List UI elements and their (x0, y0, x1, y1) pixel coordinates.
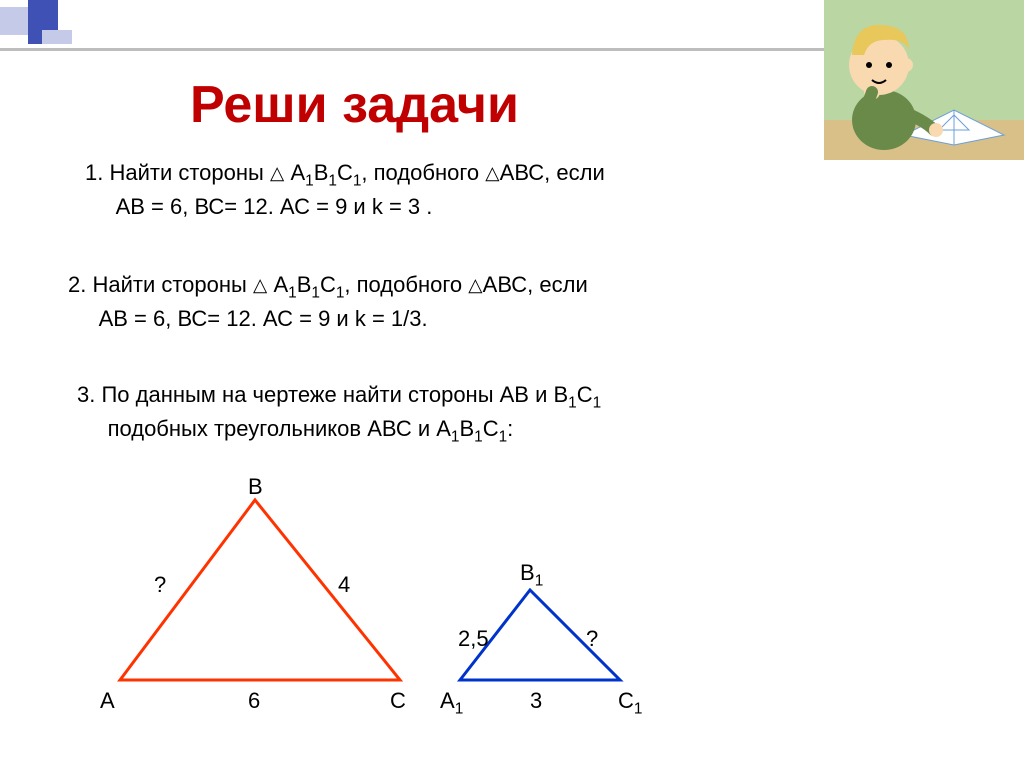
triangle-icon: △ (253, 272, 267, 298)
text: подобных треугольников АВС и А (108, 416, 451, 441)
text: С (483, 416, 499, 441)
text: АВ = 6, ВС= 12. АС = 9 и k = 1/3. (99, 306, 428, 331)
text: А (290, 160, 305, 185)
student-clipart (824, 0, 1024, 160)
text: 3. По данным на чертеже найти стороны АВ… (77, 382, 568, 407)
text: , подобного (344, 272, 468, 297)
text: С (320, 272, 336, 297)
vertex-label-b1: В1 (520, 560, 543, 590)
text: С (337, 160, 353, 185)
text: В (459, 416, 474, 441)
corner-decoration (0, 0, 150, 50)
text: С (577, 382, 593, 407)
deco-sq (28, 0, 58, 30)
triangle-icon: △ (270, 160, 284, 186)
sub: 1 (311, 284, 320, 301)
clipart-eye (886, 62, 892, 68)
sub: 1 (328, 172, 337, 189)
text: : (507, 416, 513, 441)
side-label-a1c1: 3 (530, 688, 542, 714)
deco-sq (42, 30, 72, 44)
side-label-b1c1: ? (586, 626, 598, 652)
sub: 1 (568, 394, 577, 411)
sub: 1 (499, 428, 508, 445)
deco-sq (0, 7, 28, 35)
text: А (273, 272, 288, 297)
clipart-ear (899, 58, 913, 72)
sub: 1 (474, 428, 483, 445)
sub: 1 (593, 394, 602, 411)
clipart-hand (929, 123, 943, 137)
text: 1. Найти стороны (85, 160, 270, 185)
side-label-ac: 6 (248, 688, 260, 714)
text: , подобного (361, 160, 485, 185)
vertex-label-c: С (390, 688, 406, 714)
sub: 1 (305, 172, 314, 189)
triangles-svg (80, 460, 680, 740)
triangle-icon: △ (468, 272, 482, 298)
text: АВ = 6, ВС= 12. АС = 9 и k = 3 . (116, 194, 433, 219)
text: АВС, если (483, 272, 588, 297)
text: В (297, 272, 312, 297)
vertex-label-a: А (100, 688, 115, 714)
side-label-bc: 4 (338, 572, 350, 598)
sub: 1 (288, 284, 297, 301)
problem-3: 3. По данным на чертеже найти стороны АВ… (77, 380, 797, 448)
deco-sq (28, 30, 42, 44)
side-label-ab: ? (154, 572, 166, 598)
text: В (314, 160, 329, 185)
vertex-label-b: В (248, 474, 263, 500)
page-title: Реши задачи (190, 75, 519, 135)
triangle-icon: △ (485, 160, 499, 186)
vertex-label-a1: А1 (440, 688, 463, 718)
problem-1: 1. Найти стороны △ А1В1С1, подобного △АВ… (85, 158, 805, 223)
side-label-a1b1: 2,5 (458, 626, 489, 652)
figure-area: А В С ? 4 6 А1 В1 С1 2,5 ? 3 (80, 460, 680, 740)
clipart-eye (866, 62, 872, 68)
vertex-label-c1: С1 (618, 688, 642, 718)
text: 2. Найти стороны (68, 272, 253, 297)
problem-2: 2. Найти стороны △ А1В1С1, подобного △АВ… (68, 270, 788, 335)
text: АВС, если (500, 160, 605, 185)
